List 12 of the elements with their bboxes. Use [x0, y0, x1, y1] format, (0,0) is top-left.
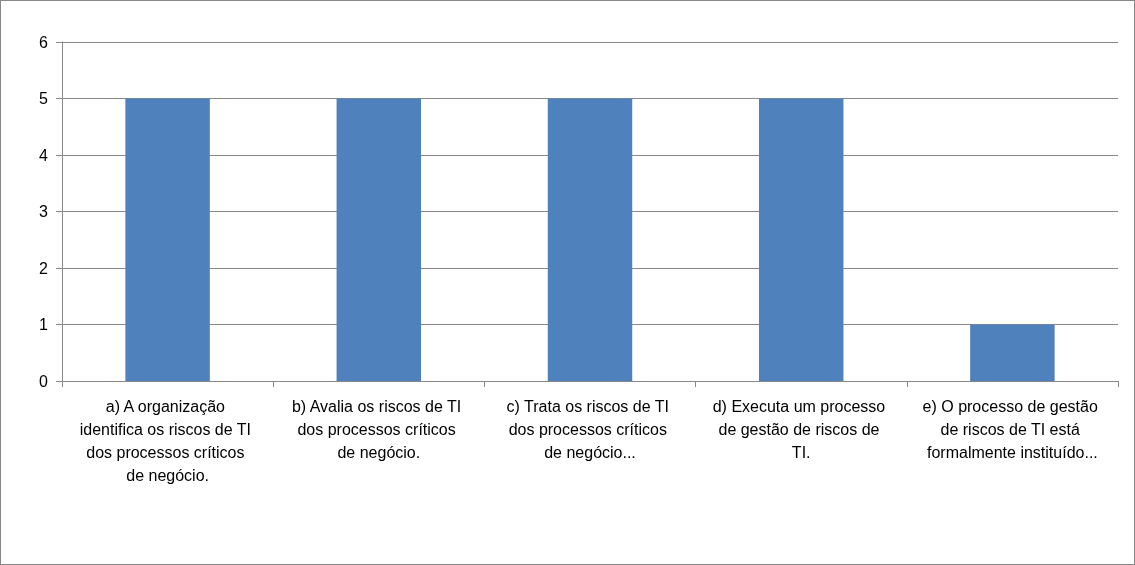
x-tick-label: e) O processo de gestão de riscos de TI está formalmente instituído...: [922, 398, 1103, 461]
y-tick-label: 0: [39, 372, 49, 390]
x-tick-label: a) A organização identifica os riscos de TI dos processos críticos de negócio.: [79, 398, 256, 484]
x-tick-label: b) Avalia os riscos de TI dos processos críticos de negócio.: [291, 398, 466, 461]
y-tick-label: 2: [39, 259, 49, 277]
y-tick-label: 6: [39, 33, 49, 51]
x-tick-label: c) Trata os riscos de TI dos processos críticos de negócio...: [506, 398, 674, 461]
x-tick-label: d) Executa um processo de gestão de riscos de TI.: [712, 398, 890, 461]
y-tick-label: 3: [39, 203, 49, 220]
y-tick-label: 1: [39, 316, 49, 333]
y-tick-label: 4: [39, 146, 49, 164]
y-tick-label: 5: [39, 90, 49, 107]
